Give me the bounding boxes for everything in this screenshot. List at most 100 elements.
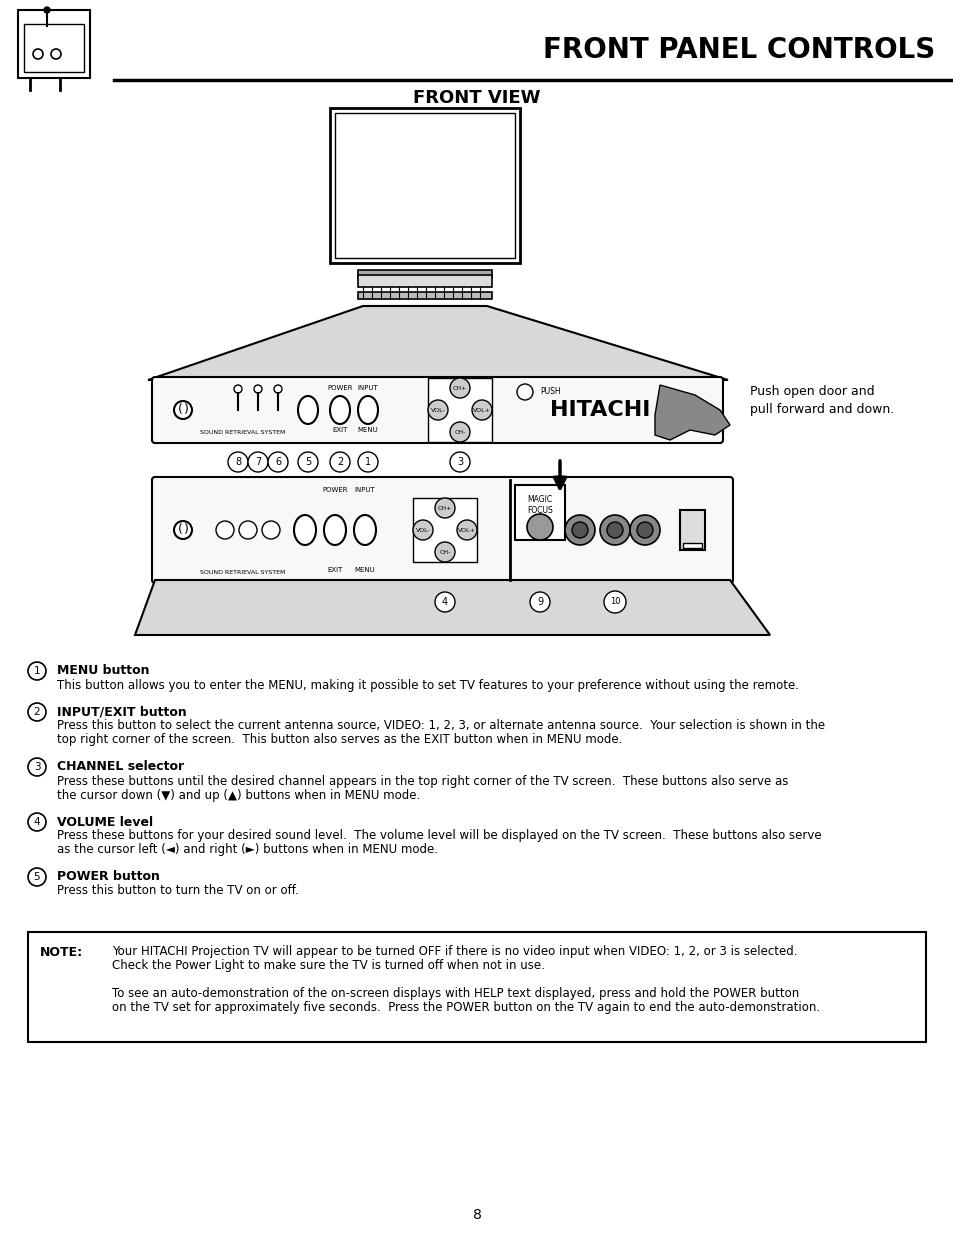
Text: PUSH: PUSH (539, 388, 560, 396)
Circle shape (28, 703, 46, 721)
Text: VOLUME level: VOLUME level (57, 815, 153, 829)
Text: 10: 10 (609, 598, 619, 606)
Polygon shape (135, 580, 769, 635)
Text: 2: 2 (33, 706, 40, 718)
Text: SOUND RETRIEVAL SYSTEM: SOUND RETRIEVAL SYSTEM (200, 430, 285, 435)
Text: VOL+: VOL+ (457, 527, 476, 532)
Text: Press these buttons for your desired sound level.  The volume level will be disp: Press these buttons for your desired sou… (57, 830, 821, 842)
Polygon shape (148, 306, 727, 380)
Bar (18, 10, 90, 78)
Circle shape (262, 521, 280, 538)
Circle shape (629, 515, 659, 545)
Text: FRONT VIEW: FRONT VIEW (413, 89, 540, 107)
Text: 1: 1 (365, 457, 371, 467)
Text: VOL-: VOL- (430, 408, 445, 412)
Ellipse shape (354, 515, 375, 545)
Text: as the cursor left (◄) and right (►) buttons when in MENU mode.: as the cursor left (◄) and right (►) but… (57, 844, 437, 857)
Text: 7: 7 (254, 457, 261, 467)
Text: CH-: CH- (438, 550, 450, 555)
Bar (335, 112, 515, 258)
Text: INPUT/EXIT button: INPUT/EXIT button (57, 705, 187, 719)
Text: This button allows you to enter the MENU, making it possible to set TV features : This button allows you to enter the MENU… (57, 678, 799, 692)
Circle shape (435, 592, 455, 613)
Text: 5: 5 (305, 457, 311, 467)
Circle shape (606, 522, 622, 538)
Circle shape (564, 515, 595, 545)
Ellipse shape (294, 515, 315, 545)
Text: To see an auto-demonstration of the on-screen displays with HELP text displayed,: To see an auto-demonstration of the on-s… (112, 988, 799, 1000)
Bar (330, 107, 519, 263)
Ellipse shape (357, 396, 377, 424)
Text: 3: 3 (33, 762, 40, 772)
Circle shape (435, 542, 455, 562)
Text: Push open door and
pull forward and down.: Push open door and pull forward and down… (749, 384, 893, 415)
FancyBboxPatch shape (152, 377, 722, 443)
FancyBboxPatch shape (152, 477, 732, 583)
Text: POWER button: POWER button (57, 871, 160, 883)
Text: 4: 4 (441, 597, 448, 606)
Text: INPUT: INPUT (355, 487, 375, 493)
Text: 1: 1 (33, 666, 40, 676)
Circle shape (472, 400, 492, 420)
Text: ): ) (183, 524, 189, 536)
Bar (357, 275, 492, 287)
Text: EXIT: EXIT (327, 567, 342, 573)
Text: 4: 4 (33, 818, 40, 827)
Ellipse shape (297, 396, 317, 424)
Text: Press this button to turn the TV on or off.: Press this button to turn the TV on or o… (57, 884, 298, 898)
Circle shape (526, 514, 553, 540)
Circle shape (357, 452, 377, 472)
Text: NOTE:: NOTE: (40, 946, 83, 958)
Text: SOUND RETRIEVAL SYSTEM: SOUND RETRIEVAL SYSTEM (200, 569, 285, 574)
Circle shape (435, 498, 455, 517)
Text: FRONT PANEL CONTROLS: FRONT PANEL CONTROLS (542, 36, 934, 64)
Text: on the TV set for approximately five seconds.  Press the POWER button on the TV : on the TV set for approximately five sec… (112, 1002, 820, 1014)
Circle shape (239, 521, 256, 538)
Bar (357, 291, 492, 299)
Circle shape (33, 49, 43, 59)
Text: HITACHI: HITACHI (549, 400, 650, 420)
Circle shape (51, 49, 61, 59)
Circle shape (637, 522, 652, 538)
Bar (679, 510, 704, 550)
Circle shape (450, 422, 470, 442)
Circle shape (297, 452, 317, 472)
Bar (357, 270, 492, 278)
Circle shape (253, 385, 262, 393)
Bar (413, 498, 476, 562)
Text: Press these buttons until the desired channel appears in the top right corner of: Press these buttons until the desired ch… (57, 774, 787, 788)
Text: MENU: MENU (357, 427, 378, 433)
Circle shape (450, 378, 470, 398)
Text: ): ) (183, 404, 189, 416)
Text: CH+: CH+ (453, 385, 467, 390)
Polygon shape (655, 385, 729, 440)
Circle shape (413, 520, 433, 540)
Text: Your HITACHI Projection TV will appear to be turned OFF if there is no video inp: Your HITACHI Projection TV will appear t… (112, 946, 797, 958)
Circle shape (268, 452, 288, 472)
Bar (428, 378, 492, 442)
Bar (515, 485, 564, 540)
Text: EXIT: EXIT (332, 427, 347, 433)
Ellipse shape (324, 515, 346, 545)
Circle shape (517, 384, 533, 400)
Circle shape (599, 515, 629, 545)
Text: VOL+: VOL+ (473, 408, 491, 412)
Circle shape (233, 385, 242, 393)
Text: 9: 9 (537, 597, 542, 606)
Text: top right corner of the screen.  This button also serves as the EXIT button when: top right corner of the screen. This but… (57, 734, 621, 746)
Text: INPUT: INPUT (357, 385, 378, 391)
Text: 3: 3 (456, 457, 462, 467)
Text: CHANNEL selector: CHANNEL selector (57, 761, 184, 773)
Circle shape (330, 452, 350, 472)
Text: MENU: MENU (355, 567, 375, 573)
Text: (: ( (177, 524, 182, 536)
Text: 6: 6 (274, 457, 281, 467)
Circle shape (28, 813, 46, 831)
Circle shape (28, 662, 46, 680)
Circle shape (215, 521, 233, 538)
Text: Press this button to select the current antenna source, VIDEO: 1, 2, 3, or alter: Press this button to select the current … (57, 720, 824, 732)
Text: POWER: POWER (322, 487, 348, 493)
Circle shape (530, 592, 550, 613)
Text: VOL-: VOL- (416, 527, 430, 532)
Circle shape (450, 452, 470, 472)
